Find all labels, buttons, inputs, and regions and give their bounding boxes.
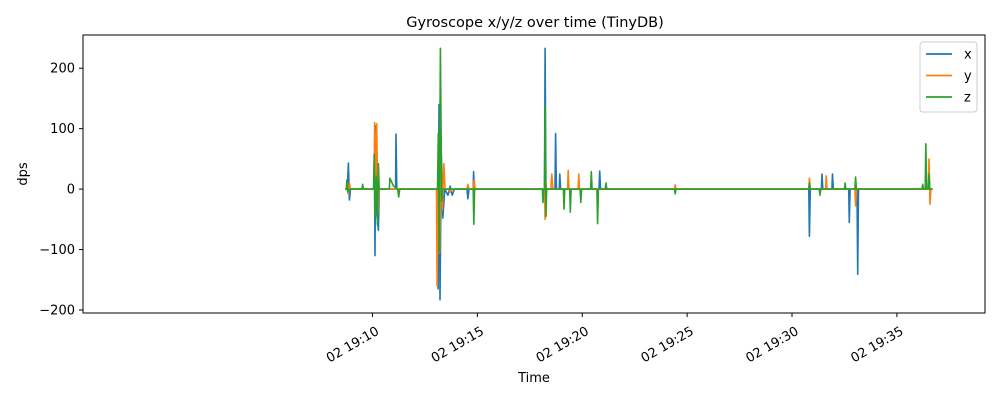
- x-tick-label: 02 19:30: [744, 324, 802, 366]
- legend-label-x: x: [964, 48, 972, 63]
- x-tick-label: 02 19:35: [848, 324, 906, 366]
- plot-frame: [82, 34, 986, 314]
- y-axis-label: dps: [16, 162, 31, 186]
- x-tick-label: 02 19:25: [639, 324, 697, 366]
- x-axis-label: Time: [517, 371, 550, 386]
- x-tick-label: 02 19:10: [324, 324, 382, 366]
- legend-box: [919, 41, 978, 113]
- y-tick-label: 200: [50, 62, 75, 77]
- y-axis: −200 −100 0 100 200: [39, 62, 83, 318]
- y-tick-label: 100: [50, 122, 75, 137]
- y-tick-label: −200: [39, 303, 75, 318]
- y-tick-label: 0: [67, 183, 75, 198]
- x-tick-label: 02 19:20: [534, 324, 592, 366]
- x-tick-label: 02 19:15: [429, 324, 487, 366]
- x-axis: 02 19:10 02 19:15 02 19:20 02 19:25 02 19:30…: [324, 313, 906, 366]
- legend: xyz: [919, 41, 978, 113]
- series-line-x: [345, 47, 933, 301]
- legend-label-z: z: [964, 91, 971, 106]
- series-line-y: [345, 121, 933, 287]
- y-tick-label: −100: [39, 243, 75, 258]
- chart-title: Gyroscope x/y/z over time (TinyDB): [406, 15, 664, 31]
- legend-label-y: y: [964, 69, 972, 84]
- series-line-z: [345, 47, 933, 253]
- series-layer: [345, 47, 933, 301]
